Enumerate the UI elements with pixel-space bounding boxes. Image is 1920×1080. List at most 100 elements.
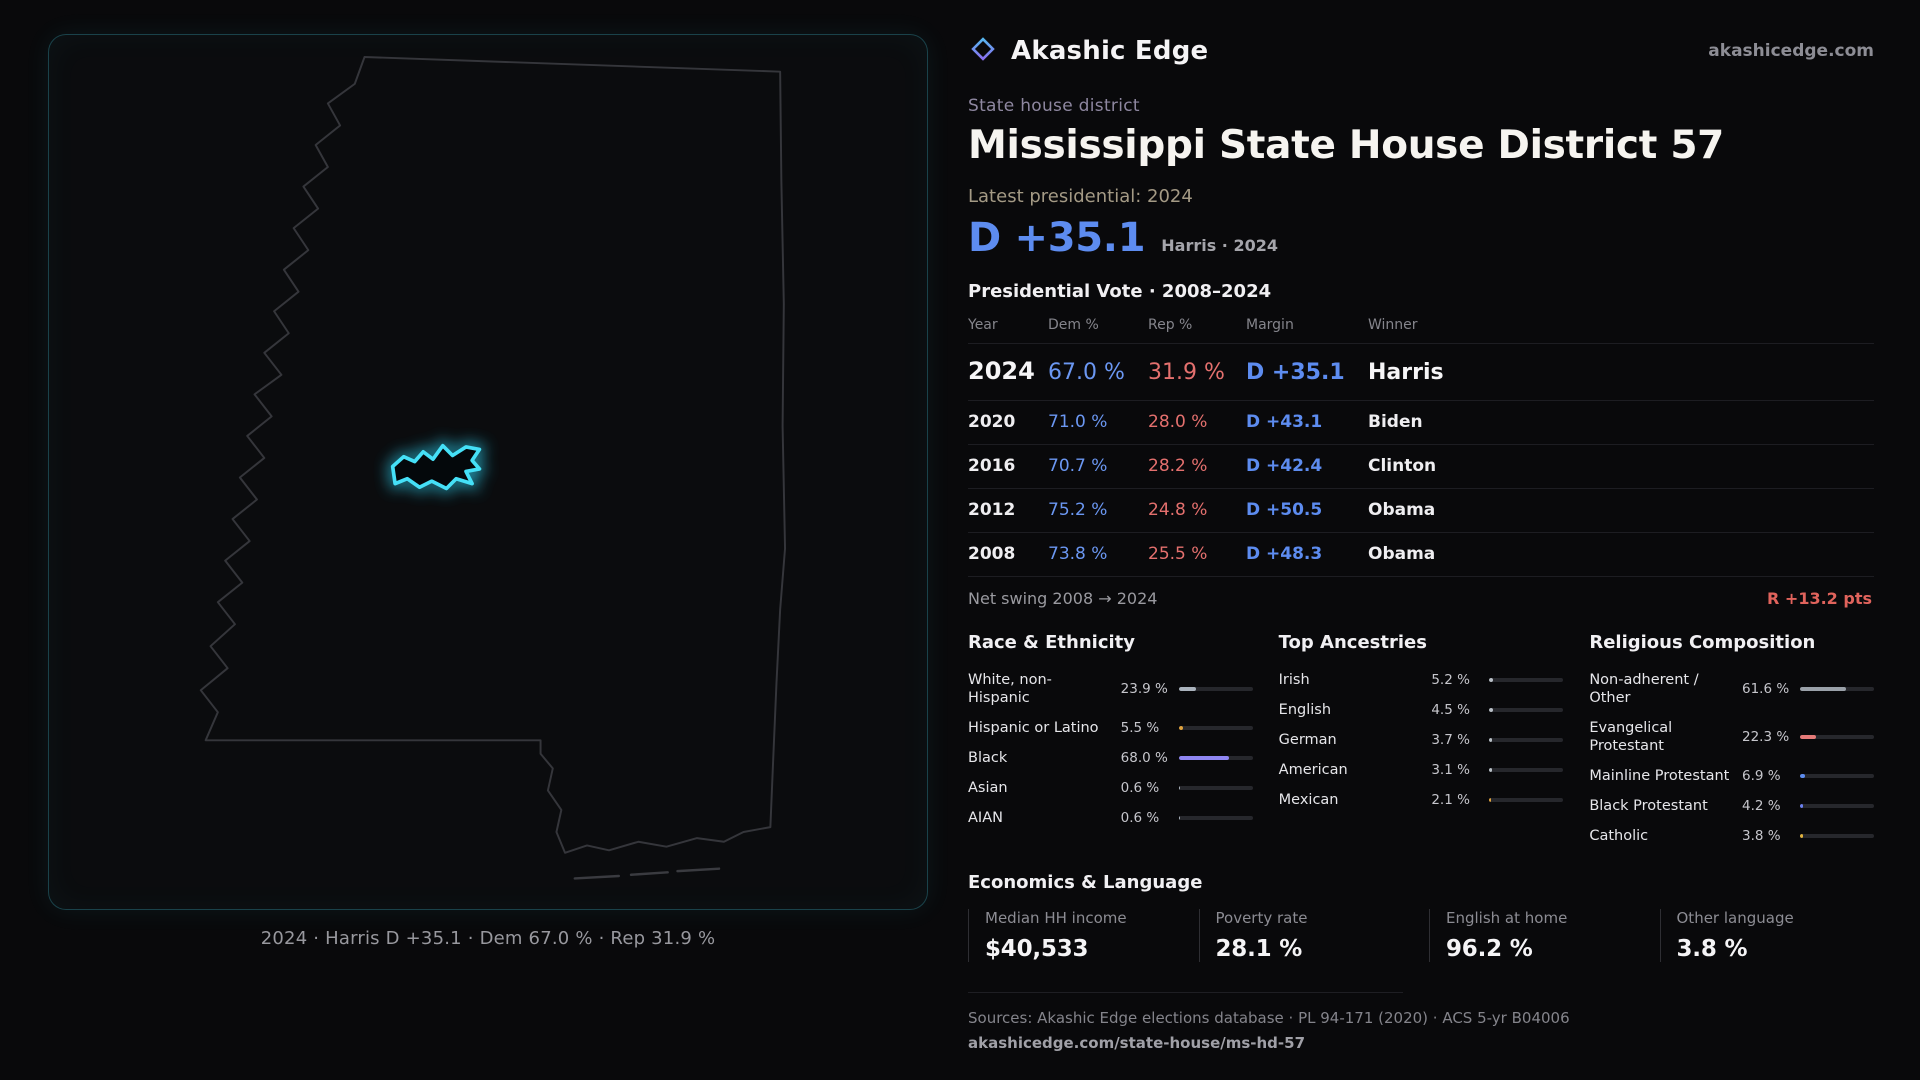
ancestries-section: Top Ancestries Irish 5.2 % English 4.5 %… [1279,632,1564,852]
religion-section: Religious Composition Non-adherent / Oth… [1589,632,1874,852]
econ-stat-value: 96.2 % [1446,935,1533,962]
stat-bar [1489,768,1564,773]
section-title: Religious Composition [1589,631,1816,653]
dem-cell: 70.7 % [1048,455,1108,476]
stat-label: Evangelical Protestant [1589,719,1673,755]
econ-stat-label: Other language [1676,908,1794,927]
column-header-winner: Winner [1368,316,1418,333]
econ-stat-other-language: Other language 3.8 % [1659,908,1875,962]
stat-value: 0.6 % [1120,780,1160,797]
margin-cell: D +50.5 [1246,499,1323,520]
econ-stat-label: English at home [1446,908,1568,927]
header-bar: Akashic Edge akashicedge.com [968,34,1874,68]
stat-bar [1489,798,1564,803]
stat-bar [1178,686,1253,691]
mississippi-map [199,56,787,880]
stat-value: 3.1 % [1431,762,1470,779]
rep-cell: 25.5 % [1148,543,1208,564]
margin-cell: D +43.1 [1246,411,1323,432]
econ-stat-poverty-rate: Poverty rate 28.1 % [1198,908,1414,962]
stat-label: Mainline Protestant [1589,768,1730,785]
rep-cell: 28.2 % [1148,455,1208,476]
stat-value: 4.2 % [1741,798,1781,815]
dem-cell: 73.8 % [1048,543,1108,564]
stat-bar [1489,737,1564,742]
econ-stat-label: Poverty rate [1215,908,1308,927]
year-cell: 2016 [968,455,1016,476]
brand-site-link[interactable]: akashicedge.com [1708,41,1874,61]
stat-row: Irish 5.2 % [1279,665,1564,695]
stat-row: AIAN 0.6 % [968,803,1253,833]
rep-cell: 24.8 % [1148,499,1208,520]
demographics-grid: Race & Ethnicity White, non-Hispanic 23.… [968,632,1874,852]
stat-value: 2.1 % [1431,792,1470,809]
winner-cell: Obama [1368,499,1436,520]
section-title: Top Ancestries [1278,631,1427,653]
stat-value: 3.8 % [1741,828,1781,845]
stat-row: Black Protestant 4.2 % [1589,791,1874,821]
stat-value: 5.2 % [1431,671,1470,688]
stat-bar [1799,804,1874,809]
stat-value: 4.5 % [1431,701,1470,718]
stat-label: White, non-Hispanic [968,671,1052,706]
stat-bar [1799,735,1874,740]
stat-row: German 3.7 % [1279,725,1564,755]
winner-cell: Clinton [1368,455,1437,476]
footer: Sources: Akashic Edge elections database… [968,991,1874,1052]
stat-row: Black 68.0 % [968,743,1253,773]
economics-section: Economics & Language Median HH income $4… [968,872,1874,962]
table-row-2016: 2016 70.7 % 28.2 % D +42.4 Clinton [968,443,1874,488]
stat-bar [1799,774,1874,779]
stat-row: Hispanic or Latino 5.5 % [968,713,1253,743]
stat-bar [1178,816,1253,821]
stat-label: Black [968,750,1008,767]
stat-row: Mainline Protestant 6.9 % [1589,761,1874,791]
stat-bar [1178,786,1253,791]
sources-line: Sources: Akashic Edge elections database… [968,1008,1570,1027]
dem-cell: 71.0 % [1048,411,1108,432]
stat-value: 6.9 % [1741,768,1781,785]
stat-label: Hispanic or Latino [968,719,1099,736]
net-swing-row: Net swing 2008 → 2024 R +13.2 pts [968,575,1874,618]
economics-grid: Median HH income $40,533 Poverty rate 28… [968,908,1875,962]
brand-name: Akashic Edge [1011,36,1209,66]
stat-value: 3.7 % [1431,731,1470,748]
econ-stat-label: Median HH income [985,908,1127,927]
year-cell: 2008 [968,543,1016,564]
econ-stat-english-at-home: English at home 96.2 % [1429,908,1644,962]
coast-islands [573,867,721,880]
latest-presidential-label: Latest presidential: 2024 [968,185,1193,207]
column-header-year: Year [968,316,998,333]
econ-stat-value: 28.1 % [1215,935,1303,962]
stat-row: Asian 0.6 % [968,773,1253,803]
stat-bar [1799,834,1874,839]
stat-row: Mexican 2.1 % [1279,785,1564,815]
stat-label: Catholic [1589,828,1649,845]
district-type-label: State house district [968,96,1140,116]
table-row-2020: 2020 71.0 % 28.0 % D +43.1 Biden [968,399,1874,444]
stat-label: Non-adherent / Other [1589,671,1699,706]
stat-value: 61.6 % [1741,680,1790,697]
rep-cell: 31.9 % [1148,359,1225,385]
winner-cell: Harris [1368,359,1444,385]
rep-cell: 28.0 % [1148,411,1208,432]
stat-bar [1178,756,1253,761]
stat-label: American [1278,762,1348,779]
headline-margin: D +35.1 [968,214,1146,261]
stat-row: English 4.5 % [1279,695,1564,725]
brand-diamond-icon [968,34,998,68]
margin-cell: D +35.1 [1246,359,1345,385]
winner-cell: Biden [1368,411,1423,432]
econ-stat-value: 3.8 % [1676,935,1748,962]
stat-bar [1799,686,1874,691]
stat-value: 68.0 % [1120,750,1168,767]
stat-row: American 3.1 % [1279,755,1564,785]
year-cell: 2020 [968,411,1016,432]
column-header-dem: Dem % [1048,316,1099,333]
permalink-link[interactable]: akashicedge.com/state-house/ms-hd-57 [968,1033,1306,1052]
stat-value: 23.9 % [1120,680,1168,697]
mississippi-outline [199,56,787,854]
vote-table-header: Year Dem % Rep % Margin Winner [968,310,1874,343]
econ-stat-value: $40,533 [985,935,1089,962]
